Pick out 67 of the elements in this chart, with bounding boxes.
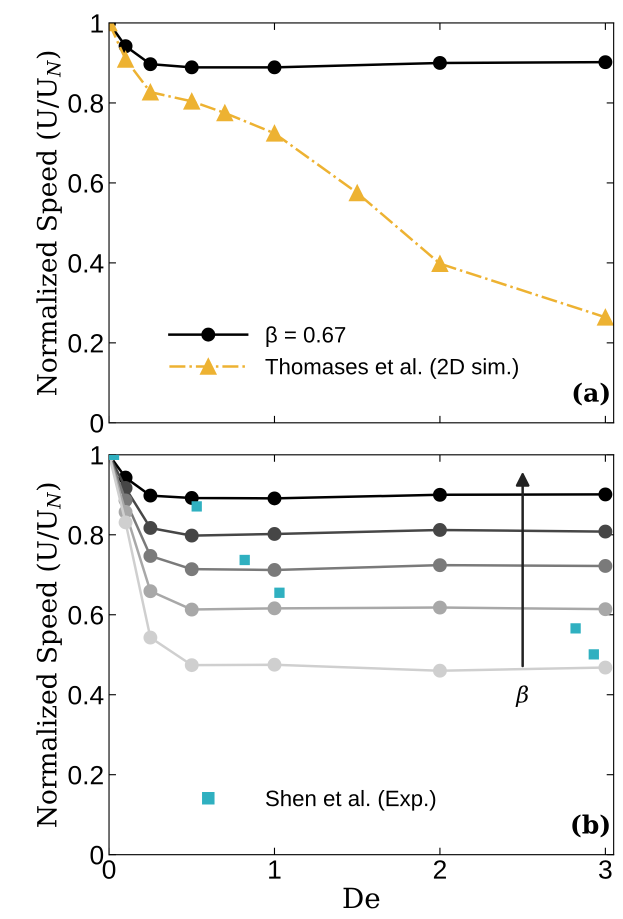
y-tick-label: 0.8 bbox=[68, 94, 104, 113]
point bbox=[184, 60, 199, 74]
point bbox=[184, 528, 199, 543]
point bbox=[432, 56, 447, 70]
point bbox=[268, 60, 282, 74]
point bbox=[598, 55, 612, 70]
annotation: (a) bbox=[574, 382, 609, 406]
point bbox=[268, 601, 282, 616]
x-tick-label: 3 bbox=[599, 860, 612, 879]
point bbox=[274, 588, 285, 598]
y-tick-label: 0.2 bbox=[68, 334, 103, 353]
point bbox=[268, 563, 282, 577]
point bbox=[183, 93, 200, 110]
legend-label: Shen et al. (Exp.) bbox=[266, 790, 436, 811]
y-tick-label: 0.2 bbox=[68, 766, 103, 785]
point bbox=[216, 104, 234, 122]
point bbox=[184, 602, 199, 617]
y-tick-label: 0.4 bbox=[68, 686, 104, 705]
point bbox=[597, 308, 614, 326]
point bbox=[142, 84, 159, 100]
point bbox=[588, 649, 599, 660]
legend-label: β = 0.67 bbox=[266, 326, 346, 348]
y-tick-label: 0 bbox=[90, 414, 104, 433]
point bbox=[432, 488, 447, 502]
y-tick-label: 0 bbox=[90, 846, 104, 864]
annotation: β bbox=[516, 685, 528, 708]
point bbox=[598, 660, 612, 674]
point bbox=[143, 630, 158, 644]
y-tick-label: 0.6 bbox=[68, 174, 104, 193]
point bbox=[184, 658, 199, 672]
point bbox=[184, 562, 199, 576]
y-tick-label: 1 bbox=[92, 14, 103, 33]
point bbox=[432, 255, 448, 272]
point bbox=[268, 658, 282, 672]
point bbox=[432, 600, 447, 615]
x-axis-title: De bbox=[344, 888, 380, 908]
point bbox=[143, 488, 158, 503]
point bbox=[598, 559, 612, 573]
legend-label: Thomases et al. (2D sim.) bbox=[265, 358, 518, 379]
point bbox=[598, 524, 612, 539]
point bbox=[266, 125, 283, 142]
x-tick-label: 2 bbox=[434, 860, 446, 879]
y-tick-label: 1 bbox=[92, 446, 103, 464]
point bbox=[432, 523, 447, 537]
point bbox=[143, 521, 158, 535]
point bbox=[118, 515, 133, 530]
point bbox=[598, 602, 612, 616]
point bbox=[192, 501, 202, 512]
annotation: (b) bbox=[572, 814, 609, 838]
y-tick-label: 0.4 bbox=[68, 254, 104, 273]
y-axis-title: Normalized Speed (U/U$_{N}$) bbox=[36, 52, 62, 395]
point bbox=[268, 491, 282, 506]
point bbox=[432, 558, 447, 572]
y-axis-title: Normalized Speed (U/U$_{N}$) bbox=[36, 484, 62, 827]
point bbox=[240, 554, 250, 566]
point bbox=[143, 57, 158, 72]
y-tick-label: 0.6 bbox=[68, 606, 104, 625]
point bbox=[268, 527, 282, 541]
point bbox=[143, 549, 158, 563]
point bbox=[143, 584, 158, 598]
point bbox=[598, 487, 612, 502]
point bbox=[117, 51, 134, 68]
x-tick-label: 1 bbox=[269, 860, 281, 879]
point bbox=[432, 664, 447, 678]
point bbox=[570, 623, 581, 634]
point bbox=[348, 184, 366, 202]
y-tick-label: 0.8 bbox=[68, 526, 104, 545]
